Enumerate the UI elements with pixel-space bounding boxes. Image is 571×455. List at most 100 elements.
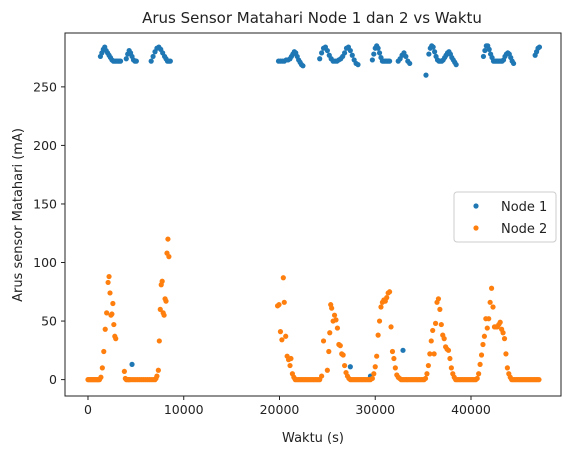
point-node-2-93	[320, 338, 327, 344]
point-node-1-101	[432, 49, 438, 55]
point-node-2-55	[161, 312, 167, 318]
point-node-2-92	[319, 373, 325, 379]
point-node-2-130	[375, 332, 381, 338]
point-node-2-95	[326, 348, 332, 355]
x-axis-label: Waktu (s)	[282, 431, 344, 446]
chart-title: Arus Sensor Matahari Node 1 dan 2 vs Wak…	[142, 9, 482, 27]
point-node-2-179	[445, 347, 452, 353]
point-node-2-210	[490, 304, 496, 310]
point-node-2-206	[484, 325, 490, 331]
point-node-2-16	[102, 326, 108, 332]
point-node-2-64	[279, 337, 285, 343]
point-node-2-102	[334, 325, 341, 331]
x-tick-label-4: 40000	[451, 402, 491, 417]
point-node-2-127	[371, 371, 377, 377]
point-node-1-52	[317, 56, 323, 62]
point-node-1-138	[510, 60, 517, 67]
point-node-2-163	[422, 375, 429, 382]
point-node-2-27	[121, 368, 127, 375]
point-node-2-217	[500, 330, 506, 336]
point-node-2-181	[448, 365, 454, 371]
point-node-2-202	[478, 352, 485, 358]
point-node-2-57	[163, 298, 169, 304]
point-node-1-23	[129, 361, 135, 367]
point-node-2-53	[159, 278, 165, 284]
point-node-1-56	[324, 47, 330, 54]
point-node-2-242	[536, 377, 542, 383]
point-node-2-219	[503, 351, 509, 357]
point-node-2-215	[497, 319, 503, 325]
point-node-2-13	[98, 374, 104, 380]
x-axis: 0 10000 20000 30000 40000	[84, 396, 491, 417]
y-axis-label: Arus sensor Matahari (mA)	[11, 128, 26, 302]
point-node-2-20	[107, 290, 113, 296]
point-node-2-169	[431, 351, 437, 357]
point-node-1-51	[300, 63, 306, 69]
point-node-2-220	[504, 365, 510, 371]
point-node-2-128	[372, 364, 378, 370]
point-node-2-49	[155, 367, 161, 373]
point-node-1-76	[371, 51, 377, 57]
point-node-2-174	[438, 321, 444, 328]
point-node-1-73	[347, 364, 353, 370]
point-node-2-142	[392, 365, 398, 371]
point-node-2-66	[281, 299, 287, 305]
point-node-2-94	[324, 367, 330, 373]
x-tick-label-3: 30000	[355, 402, 395, 417]
point-node-2-167	[428, 338, 434, 344]
point-node-1-72	[355, 62, 361, 68]
point-node-2-164	[424, 371, 430, 377]
point-node-2-141	[391, 355, 397, 362]
legend-label-node-1: Node 1	[501, 200, 547, 215]
point-node-2-173	[437, 306, 443, 312]
y-axis: 0 50 100 150 200 250	[33, 79, 65, 387]
point-node-2-168	[430, 327, 436, 334]
point-node-1-80	[376, 50, 383, 56]
point-node-2-71	[288, 355, 294, 362]
x-tick-label-2: 20000	[260, 402, 300, 417]
point-node-2-209	[488, 285, 495, 291]
legend: Node 1 Node 2	[453, 191, 557, 243]
x-tick-label-1: 10000	[164, 402, 204, 417]
point-node-2-18	[105, 279, 111, 286]
y-tick-label-4: 200	[33, 138, 57, 153]
point-node-1-100	[430, 44, 436, 50]
point-node-2-65	[280, 275, 286, 281]
point-node-2-24	[111, 321, 117, 328]
y-tick-label-5: 250	[33, 79, 57, 94]
point-node-2-50	[156, 338, 162, 344]
point-node-1-69	[349, 52, 355, 58]
point-node-2-60	[166, 254, 172, 260]
point-node-2-132	[378, 304, 384, 310]
point-node-1-68	[347, 47, 353, 54]
point-node-1-96	[423, 72, 429, 78]
point-node-2-207	[486, 316, 492, 322]
point-node-2-14	[99, 365, 105, 371]
point-node-1-14	[117, 58, 124, 64]
point-node-2-166	[427, 351, 433, 357]
point-node-2-172	[435, 296, 442, 302]
point-node-2-170	[432, 320, 439, 326]
point-node-1-22	[133, 58, 139, 64]
point-node-2-101	[333, 317, 339, 323]
x-tick-label-0: 0	[84, 402, 92, 417]
y-tick-label-2: 100	[33, 255, 57, 270]
point-node-1-79	[375, 45, 381, 51]
point-node-2-70	[287, 362, 293, 369]
point-node-2-62	[276, 302, 282, 308]
point-node-2-200	[476, 371, 482, 377]
point-node-2-126	[369, 375, 375, 382]
legend-marker-node-1	[473, 203, 479, 209]
point-node-2-199	[474, 375, 480, 382]
point-node-2-106	[340, 352, 346, 358]
point-node-1-142	[536, 44, 543, 50]
y-tick-label-1: 50	[41, 314, 57, 329]
point-node-2-96	[327, 330, 333, 336]
point-node-1-87	[387, 58, 393, 64]
point-node-1-117	[480, 53, 487, 60]
point-node-2-63	[277, 329, 284, 335]
point-node-1-92	[403, 53, 409, 60]
point-node-1-95	[400, 347, 406, 353]
point-node-2-139	[388, 324, 394, 330]
